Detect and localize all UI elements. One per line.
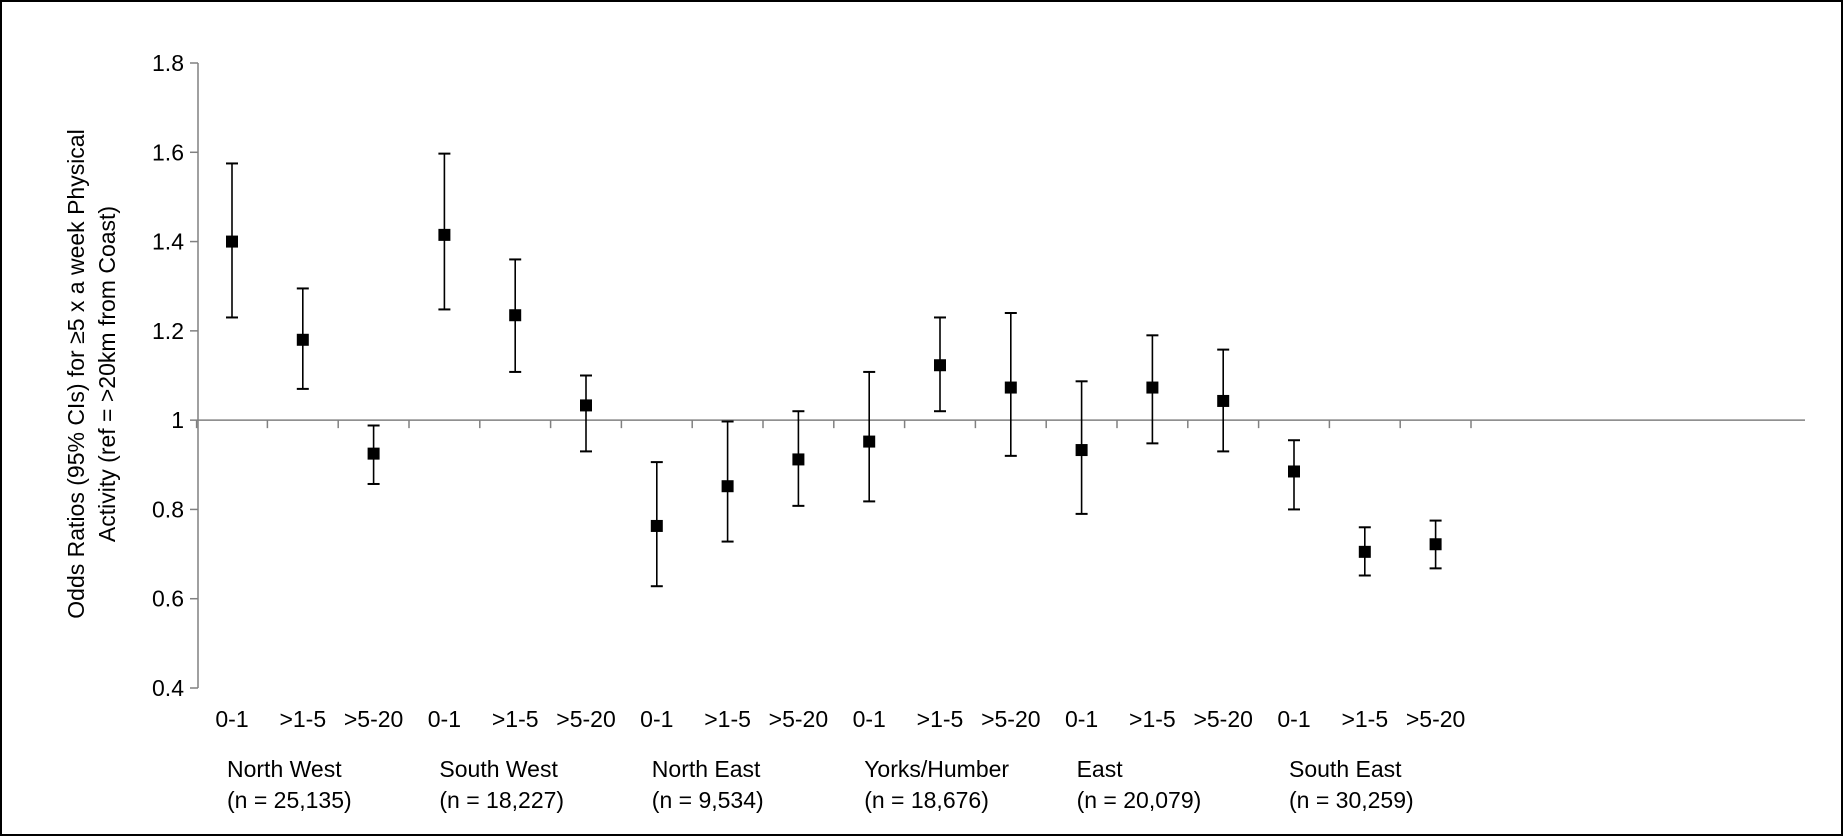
odds-ratio-point — [792, 453, 805, 466]
region-name-label: South West — [439, 756, 558, 782]
category-label: >5-20 — [344, 706, 403, 732]
category-label: >1-5 — [1129, 706, 1176, 732]
y-tick-label: 0.8 — [152, 496, 184, 522]
region-n-label: (n = 9,534) — [652, 787, 764, 813]
region-name-label: Yorks/Humber — [864, 756, 1009, 782]
odds-ratio-point — [650, 519, 663, 532]
category-label: >1-5 — [279, 706, 326, 732]
odds-ratio-point — [1288, 465, 1300, 478]
y-axis-title-line2: Activity (ref = >20km from Coast) — [94, 206, 120, 542]
axes-layer — [190, 62, 1805, 689]
odds-ratio-point — [1217, 394, 1230, 407]
odds-ratio-point — [226, 235, 238, 248]
odds-ratio-point — [934, 359, 946, 372]
y-tick-label: 1.4 — [152, 229, 184, 255]
marks-layer — [226, 152, 1442, 588]
category-label: >5-20 — [1193, 706, 1252, 732]
category-label: >1-5 — [704, 706, 751, 732]
y-tick-label: 0.6 — [152, 586, 184, 612]
y-tick-label: 1.6 — [152, 139, 184, 165]
category-label: 0-1 — [1277, 706, 1310, 732]
odds-ratio-point — [1004, 381, 1017, 394]
category-label: 0-1 — [215, 706, 248, 732]
region-n-label: (n = 18,676) — [864, 787, 989, 813]
y-tick-label: 0.4 — [152, 675, 184, 701]
y-tick-label: 1.2 — [152, 318, 184, 344]
y-tick-label: 1.8 — [152, 50, 184, 76]
odds-ratio-point — [721, 480, 734, 493]
region-n-label: (n = 25,135) — [227, 787, 352, 813]
odds-ratio-point — [1429, 538, 1442, 551]
y-tick-label: 1 — [171, 407, 184, 433]
category-label: >1-5 — [1341, 706, 1388, 732]
odds-ratio-point — [296, 333, 309, 346]
region-n-label: (n = 18,227) — [439, 787, 564, 813]
region-name-label: North West — [227, 756, 342, 782]
region-n-label: (n = 30,259) — [1289, 787, 1414, 813]
region-name-label: South East — [1289, 756, 1402, 782]
odds-ratio-point — [1146, 381, 1159, 394]
category-label: >1-5 — [917, 706, 964, 732]
category-label: >5-20 — [981, 706, 1040, 732]
category-label: 0-1 — [1065, 706, 1098, 732]
y-axis-title-line1: Odds Ratios (95% CIs) for ≥5 x a week Ph… — [63, 129, 89, 618]
odds-ratio-point — [1358, 545, 1371, 558]
labels-layer: Odds Ratios (95% CIs) for ≥5 x a week Ph… — [63, 50, 1465, 813]
category-label: 0-1 — [853, 706, 886, 732]
odds-ratio-point — [438, 228, 451, 241]
odds-ratio-point — [367, 447, 380, 460]
odds-ratio-point — [1075, 444, 1088, 457]
region-name-label: North East — [652, 756, 761, 782]
odds-ratio-point — [863, 435, 876, 448]
category-label: 0-1 — [428, 706, 461, 732]
region-name-label: East — [1077, 756, 1124, 782]
category-label: 0-1 — [640, 706, 673, 732]
category-label: >1-5 — [492, 706, 539, 732]
category-label: >5-20 — [769, 706, 828, 732]
odds-ratio-point — [580, 399, 592, 412]
category-label: >5-20 — [1406, 706, 1465, 732]
category-label: >5-20 — [556, 706, 615, 732]
region-n-label: (n = 20,079) — [1077, 787, 1202, 813]
odds-ratio-point — [509, 309, 522, 322]
